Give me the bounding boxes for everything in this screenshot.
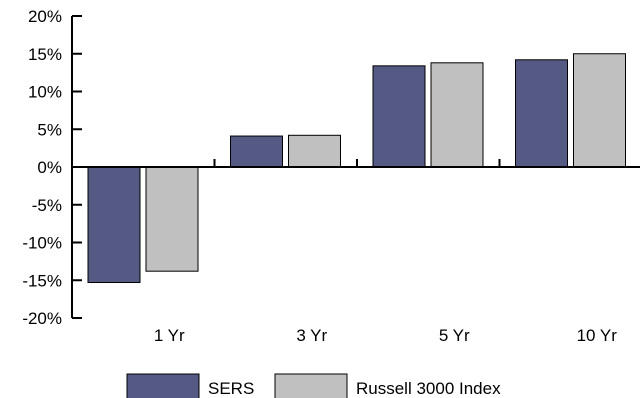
bar-russell-3000-0	[145, 166, 199, 272]
bar-sers-3	[515, 59, 568, 168]
legend-label-russell-3000: Russell 3000 Index	[356, 379, 501, 398]
bar-russell-3000-3	[573, 53, 626, 168]
category-label: 10 Yr	[577, 326, 618, 345]
category-label: 3 Yr	[296, 326, 327, 345]
y-tick-label: -20%	[22, 309, 62, 328]
bar-sers-1	[230, 135, 283, 168]
bar-sers-0	[87, 166, 141, 284]
y-tick-label: -5%	[32, 196, 62, 215]
legend: SERS Russell 3000 Index	[126, 373, 501, 398]
bar-russell-3000-2	[430, 62, 484, 168]
category-label: 1 Yr	[154, 326, 185, 345]
bar-sers-2	[372, 65, 426, 168]
y-tick-label: -15%	[22, 271, 62, 290]
zero-axis	[72, 159, 640, 168]
bar-russell-3000-1	[288, 134, 341, 168]
legend-swatch-russell-3000	[274, 373, 348, 398]
y-tick-label: 5%	[37, 120, 62, 139]
y-tick-label: 20%	[28, 7, 62, 26]
category-labels: 1 Yr 3 Yr 5 Yr 10 Yr	[154, 326, 617, 345]
bars	[87, 53, 626, 284]
category-label: 5 Yr	[439, 326, 470, 345]
y-tick-label: 0%	[37, 158, 62, 177]
legend-swatch-sers	[126, 373, 200, 398]
y-tick-label: 15%	[28, 45, 62, 64]
y-tick-labels: -20% -15% -10% -5% 0% 5% 10% 15% 20%	[22, 7, 62, 328]
y-tick-label: -10%	[22, 234, 62, 253]
legend-label-sers: SERS	[208, 379, 254, 398]
y-tick-label: 10%	[28, 83, 62, 102]
